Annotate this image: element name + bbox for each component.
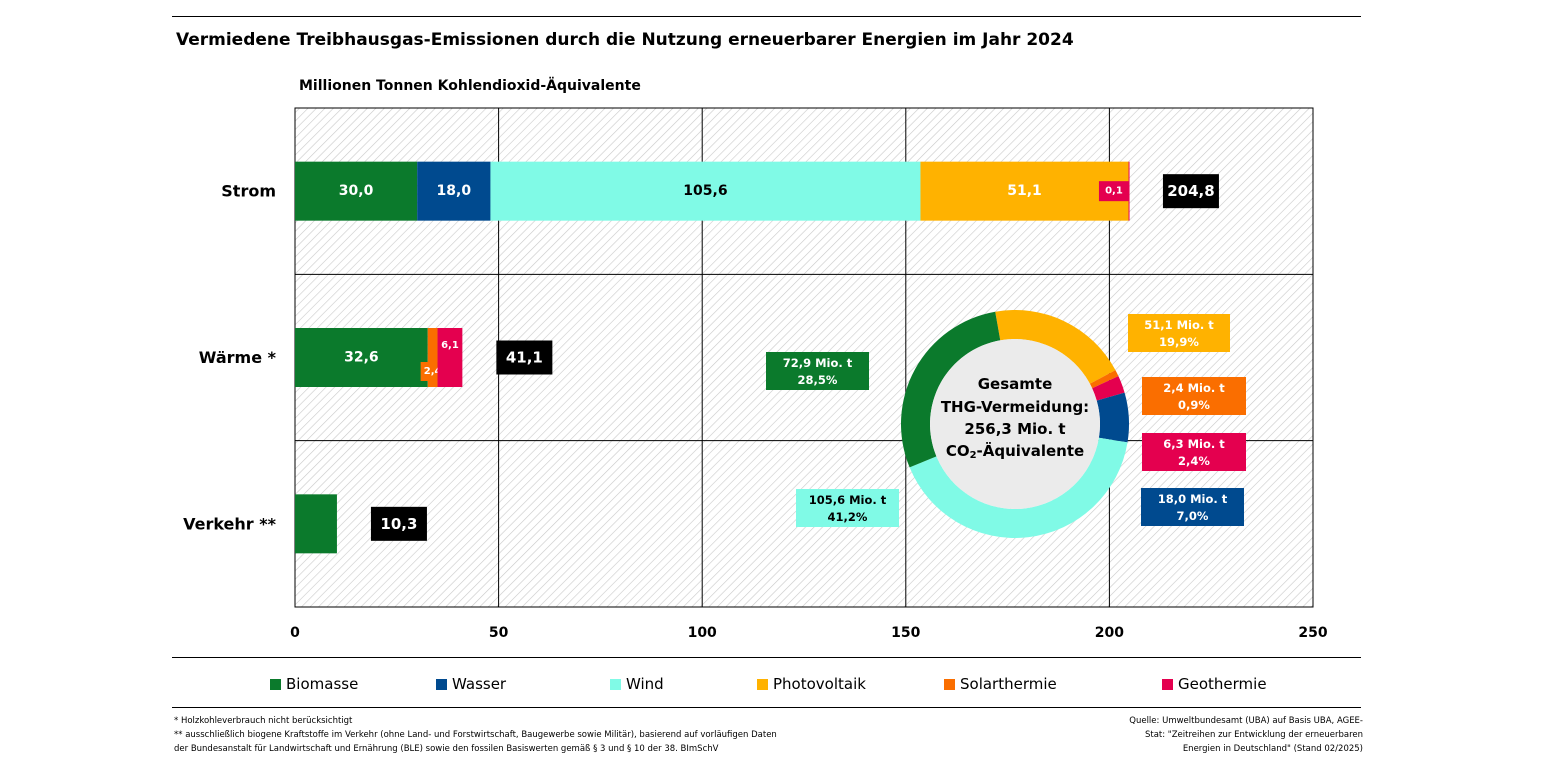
x-tick-label: 250	[1298, 625, 1327, 641]
donut-label-value: 6,3 Mio. t	[1163, 437, 1225, 451]
donut-label-value: 18,0 Mio. t	[1158, 492, 1228, 506]
donut-label-percent: 41,2%	[828, 510, 868, 524]
legend-swatch	[436, 678, 447, 690]
segment-label: 105,6	[683, 183, 727, 199]
category-label: Wärme *	[199, 348, 277, 367]
legend-label: Wind	[626, 675, 664, 693]
x-tick-label: 200	[1095, 625, 1124, 641]
donut-label-value: 72,9 Mio. t	[783, 356, 853, 370]
segment-label: 6,1	[441, 340, 459, 351]
donut-label-box	[1142, 433, 1246, 471]
donut-label-box	[1128, 314, 1230, 352]
donut-center-text: Gesamte	[978, 375, 1053, 393]
footnote-1: * Holzkohleverbrauch nicht berücksichtig…	[174, 716, 353, 726]
legend-item: Geothermie	[1162, 673, 1267, 695]
donut-slice	[900, 311, 1001, 468]
legend-label: Biomasse	[286, 675, 359, 693]
donut-slice	[909, 437, 1128, 538]
donut-label-box	[1141, 488, 1244, 526]
donut-label-value: 105,6 Mio. t	[809, 493, 887, 507]
legend-label: Photovoltaik	[773, 675, 866, 693]
total-label: 41,1	[506, 349, 543, 367]
donut-center-text: 256,3 Mio. t	[964, 420, 1065, 438]
donut-slice	[1096, 392, 1129, 443]
segment-label: 51,1	[1007, 183, 1042, 199]
donut-label-box	[766, 352, 869, 390]
source-line-1: Quelle: Umweltbundesamt (UBA) auf Basis …	[1129, 716, 1363, 726]
total-box	[1162, 174, 1219, 209]
top-rule	[172, 16, 1361, 17]
axis-unit-label: Millionen Tonnen Kohlendioxid-Äquivalent…	[299, 78, 641, 94]
chart-area: 0 50 100 150 200 250 Strom Wärme * Verkehr ** 30…	[183, 107, 1328, 641]
legend-item: Wasser	[436, 673, 506, 695]
legend-item: Photovoltaik	[757, 673, 866, 695]
segment-label: 0,1	[1105, 186, 1123, 197]
donut-label-value: 51,1 Mio. t	[1144, 318, 1214, 332]
donut-slice	[1092, 376, 1125, 401]
footnote-3: der Bundesanstalt für Landwirtschaft und…	[174, 744, 719, 754]
bar-segment	[490, 161, 921, 221]
total-label: 10,3	[380, 515, 417, 533]
segment-label-box	[1098, 181, 1129, 202]
legend-swatch	[610, 678, 621, 690]
x-tick-label: 100	[688, 625, 717, 641]
total-label: 204,8	[1167, 182, 1214, 200]
bar-segment	[920, 161, 1129, 221]
donut-label-box	[796, 489, 899, 527]
segment-label: 18,0	[437, 183, 472, 199]
legend: Biomasse Wasser Wind Photovoltaik Solartherm…	[172, 673, 1361, 695]
segment-label: 2,4	[424, 366, 442, 377]
source-line-3: Energien in Deutschland" (Stand 02/2025)	[1182, 744, 1363, 754]
legend-swatch	[944, 678, 955, 690]
legend-swatch	[757, 678, 768, 690]
legend-item: Biomasse	[270, 673, 358, 695]
legend-swatch	[270, 678, 281, 690]
source-line-2: Stat: "Zeitreihen zur Entwicklung der er…	[1144, 730, 1363, 740]
legend-top-rule	[172, 657, 1361, 658]
category-label: Verkehr **	[183, 514, 277, 533]
legend-item: Wind	[610, 673, 664, 695]
donut-label-box	[1142, 377, 1246, 415]
bar-segment	[295, 494, 337, 554]
legend-label: Geothermie	[1178, 675, 1267, 693]
donut-center	[930, 339, 1100, 509]
chart-title: Vermiedene Treibhausgas-Emissionen durch…	[176, 30, 1074, 50]
legend-item: Solarthermie	[944, 673, 1057, 695]
footnote-2: ** ausschließlich biogene Kraftstoffe im…	[174, 730, 777, 740]
x-tick-label: 150	[891, 625, 920, 641]
category-label: Strom	[221, 182, 276, 201]
donut-label-percent: 19,9%	[1159, 335, 1199, 349]
donut-label-value: 2,4 Mio. t	[1163, 381, 1225, 395]
legend-swatch	[1162, 678, 1173, 690]
legend-bottom-rule	[172, 707, 1361, 708]
donut-center-text: THG-Vermeidung:	[941, 398, 1089, 416]
donut-label-percent: 7,0%	[1177, 509, 1209, 523]
bar-segment	[295, 161, 418, 221]
total-box	[370, 506, 427, 541]
bar-segment	[295, 328, 428, 387]
total-box	[496, 340, 553, 375]
legend-label: Solarthermie	[960, 675, 1057, 693]
donut-label-percent: 0,9%	[1178, 398, 1210, 412]
donut-label-percent: 2,4%	[1178, 454, 1210, 468]
segment-label-box	[438, 336, 461, 355]
donut-center-text: CO2-Äquivalente	[946, 441, 1084, 461]
donut-slice	[1089, 370, 1119, 389]
segment-label: 30,0	[339, 183, 374, 199]
legend-label: Wasser	[452, 675, 507, 693]
x-tick-label: 50	[489, 625, 509, 641]
donut-slice	[995, 309, 1116, 384]
donut-label-percent: 28,5%	[798, 373, 838, 387]
segment-label: 32,6	[344, 350, 379, 366]
bar-segment	[427, 328, 438, 387]
x-tick-label: 0	[290, 625, 300, 641]
bar-segment	[1128, 161, 1130, 221]
bar-segment	[417, 161, 491, 221]
